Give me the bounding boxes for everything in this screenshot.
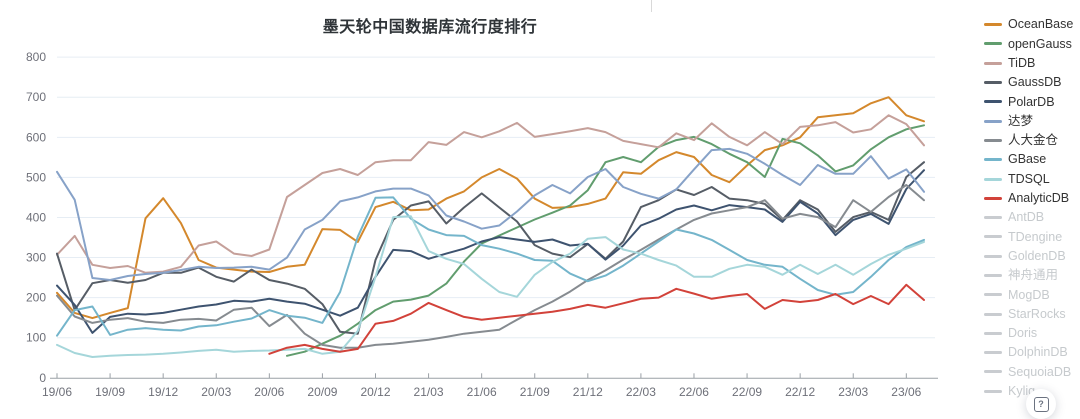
legend-item-openGauss[interactable]: openGauss: [984, 34, 1080, 53]
legend-swatch: [984, 293, 1002, 297]
legend-label: StarRocks: [1008, 306, 1066, 321]
series-line-TiDB: [56, 114, 925, 274]
legend-item-AnalyticDB[interactable]: AnalyticDB: [984, 189, 1080, 208]
y-axis-label: 200: [26, 291, 46, 305]
legend-label: 达梦: [1008, 113, 1034, 128]
legend-label: MogDB: [1008, 287, 1050, 302]
y-axis-label: 400: [26, 210, 46, 224]
help-button[interactable]: ?: [1026, 389, 1056, 419]
legend-item-SequoiaDB[interactable]: SequoiaDB: [984, 362, 1080, 381]
legend-label: GBase: [1008, 152, 1047, 167]
legend-label: AnalyticDB: [1008, 191, 1070, 206]
legend-item-神舟通用[interactable]: 神舟通用: [984, 266, 1080, 285]
legend-item-DolphinDB[interactable]: DolphinDB: [984, 343, 1080, 362]
series-line-人大金仓: [56, 184, 925, 349]
x-axis-label: 20/12: [360, 385, 390, 399]
legend-item-人大金仓[interactable]: 人大金仓: [984, 131, 1080, 150]
legend-item-GaussDB[interactable]: GaussDB: [984, 73, 1080, 92]
series-line-PolarDB: [56, 169, 925, 334]
chart-legend: OceanBase openGauss TiDB GaussDB PolarDB 达梦人大…: [984, 15, 1080, 401]
y-axis-label: 600: [26, 130, 46, 144]
x-axis-label: 19/12: [148, 385, 178, 399]
help-icon: ?: [1033, 396, 1049, 412]
x-axis-label: 23/06: [891, 385, 921, 399]
series-line-GaussDB: [56, 161, 925, 335]
legend-item-GoldenDB[interactable]: GoldenDB: [984, 247, 1080, 266]
legend-swatch: [984, 23, 1002, 27]
cursor-artifact: [651, 0, 652, 12]
legend-label: OceanBase: [1008, 17, 1074, 32]
series-line-达梦: [56, 147, 925, 281]
x-axis-label: 21/03: [414, 385, 444, 399]
legend-label: GaussDB: [1008, 75, 1062, 90]
y-axis-label: 500: [26, 170, 46, 184]
y-axis-label: 0: [39, 371, 46, 385]
legend-swatch: [984, 331, 1002, 335]
legend-label: TDengine: [1008, 229, 1063, 244]
legend-swatch: [984, 42, 1002, 46]
y-axis-label: 800: [26, 50, 46, 64]
series-line-openGauss: [286, 124, 925, 357]
chart-title: 墨天轮中国数据库流行度排行: [322, 19, 538, 36]
legend-item-StarRocks[interactable]: StarRocks: [984, 304, 1080, 323]
x-axis-label: 19/06: [42, 385, 72, 399]
legend-label: SequoiaDB: [1008, 364, 1072, 379]
series-line-TDSQL: [56, 215, 925, 358]
legend-item-OceanBase[interactable]: OceanBase: [984, 15, 1080, 34]
x-axis-label: 21/06: [467, 385, 497, 399]
legend-swatch: [984, 119, 1002, 123]
legend-label: DolphinDB: [1008, 345, 1068, 360]
legend-swatch: [984, 100, 1002, 104]
legend-item-Doris[interactable]: Doris: [984, 324, 1080, 343]
x-axis-label: 22/09: [732, 385, 762, 399]
legend-swatch: [984, 235, 1002, 239]
series-line-AnalyticDB: [268, 283, 925, 355]
legend-label: GoldenDB: [1008, 248, 1066, 263]
legend-swatch: [984, 138, 1002, 142]
x-axis-label: 20/06: [254, 385, 284, 399]
x-axis-label: 22/06: [679, 385, 709, 399]
legend-label: 人大金仓: [1008, 133, 1059, 148]
legend-label: 神舟通用: [1008, 268, 1059, 283]
legend-swatch: [984, 158, 1002, 162]
legend-label: Doris: [1008, 326, 1038, 341]
legend-swatch: [984, 196, 1002, 200]
legend-swatch: [984, 370, 1002, 374]
legend-label: TiDB: [1008, 55, 1036, 70]
x-axis-label: 19/09: [95, 385, 125, 399]
legend-label: AntDB: [1008, 210, 1045, 225]
legend-swatch: [984, 61, 1002, 65]
legend-swatch: [984, 254, 1002, 258]
legend-item-MogDB[interactable]: MogDB: [984, 285, 1080, 304]
legend-item-达梦[interactable]: 达梦: [984, 111, 1080, 130]
x-axis-label: 23/03: [838, 385, 868, 399]
legend-swatch: [984, 81, 1002, 85]
legend-swatch: [984, 389, 1002, 393]
x-axis-label: 20/09: [307, 385, 337, 399]
x-axis-label: 21/09: [520, 385, 550, 399]
legend-swatch: [984, 216, 1002, 220]
legend-swatch: [984, 177, 1002, 181]
legend-label: openGauss: [1008, 36, 1072, 51]
legend-swatch: [984, 351, 1002, 355]
legend-label: TDSQL: [1008, 171, 1050, 186]
x-axis-label: 22/12: [785, 385, 815, 399]
legend-item-TiDB[interactable]: TiDB: [984, 54, 1080, 73]
legend-item-TDSQL[interactable]: TDSQL: [984, 169, 1080, 188]
y-axis-label: 700: [26, 90, 46, 104]
y-axis-label: 100: [26, 331, 46, 345]
legend-label: PolarDB: [1008, 94, 1055, 109]
series-line-GBase: [56, 196, 925, 337]
legend-item-TDengine[interactable]: TDengine: [984, 227, 1080, 246]
y-axis-label: 300: [26, 251, 46, 265]
legend-item-PolarDB[interactable]: PolarDB: [984, 92, 1080, 111]
legend-item-AntDB[interactable]: AntDB: [984, 208, 1080, 227]
x-axis-label: 20/03: [201, 385, 231, 399]
legend-swatch: [984, 312, 1002, 316]
x-axis-label: 21/12: [573, 385, 603, 399]
legend-swatch: [984, 274, 1002, 277]
x-axis-label: 22/03: [626, 385, 656, 399]
legend-item-GBase[interactable]: GBase: [984, 150, 1080, 169]
